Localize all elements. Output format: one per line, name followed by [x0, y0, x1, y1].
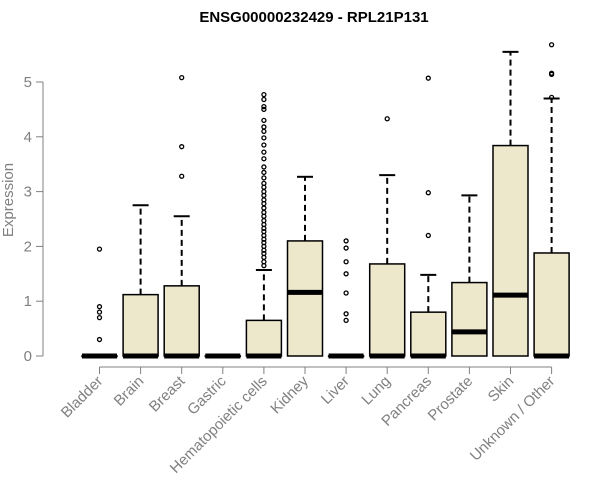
outlier-point [343, 238, 349, 244]
outlier-point [261, 164, 267, 170]
outlier-point [261, 169, 267, 176]
chart-title: ENSG00000232429 - RPL21P131 [199, 9, 428, 26]
box-group [81, 246, 118, 359]
plot-area [81, 42, 570, 359]
x-tick-label: Skin [485, 373, 518, 406]
box-group [410, 75, 447, 359]
box [245, 319, 283, 357]
y-tick-label: 2 [24, 238, 32, 255]
outlier-point [261, 96, 267, 103]
outlier-point [96, 246, 103, 252]
outlier-point [261, 205, 267, 211]
outlier-point [261, 175, 267, 181]
outlier-point [261, 117, 267, 124]
y-tick-label: 0 [24, 348, 32, 365]
box-group [204, 353, 242, 359]
outlier-point [179, 144, 185, 150]
x-tick-label: Brain [111, 373, 148, 410]
x-tick-label: Lung [358, 373, 394, 409]
box [286, 240, 324, 357]
outlier-point [261, 250, 267, 257]
outlier-point [343, 317, 349, 324]
outlier-point [96, 309, 103, 315]
box [492, 144, 529, 357]
outlier-point [425, 232, 431, 239]
box-group [327, 238, 365, 359]
outlier-point [261, 149, 267, 155]
outlier-point [96, 314, 103, 321]
y-tick-label: 1 [24, 293, 32, 310]
outlier-point [96, 304, 103, 310]
outlier-point [384, 116, 390, 122]
box-group [245, 91, 283, 359]
outlier-point [261, 135, 267, 141]
outlier-point [343, 311, 349, 317]
outlier-point [261, 142, 267, 148]
box-group [122, 204, 159, 359]
outlier-point [261, 104, 267, 110]
box [163, 285, 200, 357]
y-axis-label: Expression [0, 163, 17, 237]
outlier-point [548, 94, 555, 100]
outlier-point [343, 259, 349, 265]
outlier-point [261, 217, 267, 224]
box [122, 293, 159, 357]
box-group [451, 194, 488, 357]
box [368, 263, 406, 357]
outlier-point [343, 271, 349, 277]
outlier-point [261, 124, 267, 130]
box-group [286, 175, 324, 357]
outlier-point [179, 173, 185, 179]
y-tick-label: 5 [24, 74, 32, 91]
outlier-point [96, 336, 103, 343]
y-tick-label: 4 [24, 129, 32, 146]
outlier-point [261, 128, 267, 134]
outlier-point [179, 74, 185, 81]
x-tick-label: Prostate [425, 373, 477, 425]
outlier-point [261, 106, 267, 113]
box-group [492, 50, 529, 357]
outlier-point [261, 156, 267, 162]
outlier-point [261, 228, 267, 235]
x-tick-label: Breast [146, 372, 189, 415]
outlier-point [261, 259, 267, 265]
box [533, 252, 570, 357]
box [451, 281, 488, 357]
outlier-point [548, 70, 555, 76]
x-tick-label: Kidney [267, 372, 312, 417]
box-group [368, 116, 406, 359]
y-axis: 0 1 2 3 4 5 [24, 74, 44, 365]
outlier-point [261, 91, 267, 98]
outlier-point [548, 42, 555, 48]
box-group [163, 74, 200, 359]
x-tick-label: Bladder [58, 373, 107, 422]
box-group [533, 42, 570, 359]
outlier-point [261, 197, 267, 203]
box [410, 311, 447, 357]
outlier-point [425, 75, 431, 81]
outlier-point [343, 290, 349, 296]
outlier-point [343, 245, 349, 251]
outlier-point [261, 180, 267, 187]
x-tick-label: Liver [318, 373, 353, 408]
outlier-point [261, 239, 267, 246]
outlier-point [425, 190, 431, 196]
outlier-point [261, 188, 267, 195]
y-tick-label: 3 [24, 184, 32, 201]
outlier-point [261, 209, 267, 216]
